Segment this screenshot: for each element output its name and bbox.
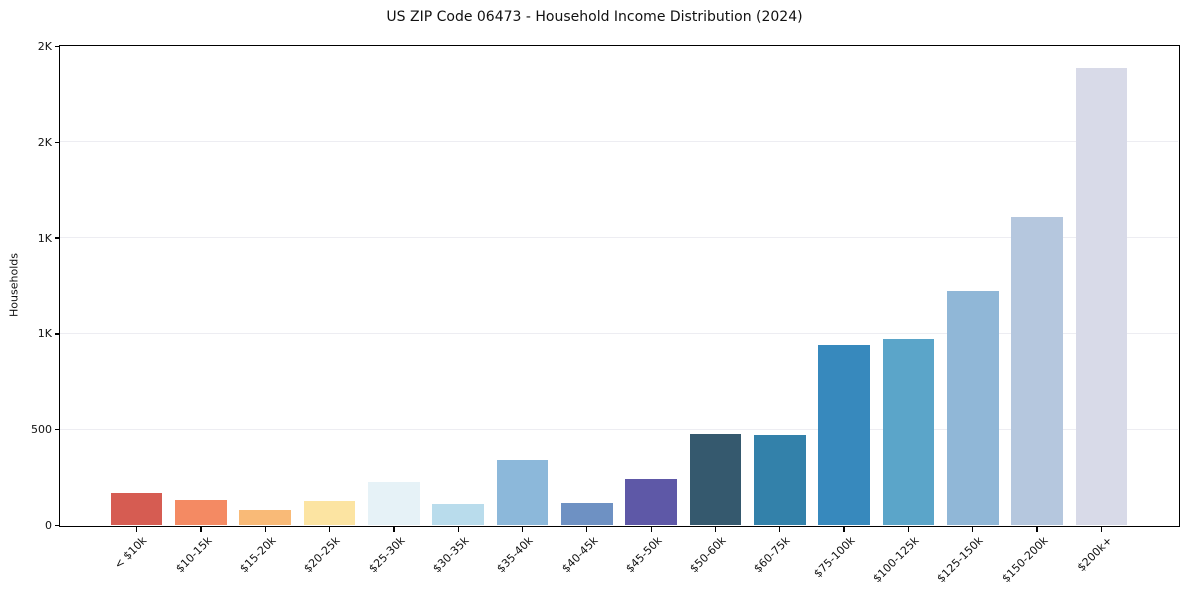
- bar-20-25k: [303, 500, 356, 526]
- plot-area: [58, 45, 1180, 527]
- bar-15-20k: [239, 510, 291, 526]
- y-tick-mark: [54, 45, 59, 48]
- x-tick-label: < $10k: [112, 534, 150, 572]
- x-tick-mark: [200, 527, 202, 532]
- x-tick-label: $40-45k: [558, 534, 601, 576]
- x-tick-mark: [1036, 527, 1038, 532]
- x-tick-mark: [135, 527, 138, 532]
- y-tick-mark: [54, 429, 59, 431]
- y-tick-mark: [54, 237, 59, 239]
- bar-150-200k: [1011, 217, 1063, 526]
- y-tick-label: 0: [45, 519, 52, 532]
- bar-35-40k: [496, 460, 549, 526]
- bar-45-50k: [625, 478, 677, 526]
- bar-50-60k: [689, 434, 742, 526]
- x-tick-mark: [521, 527, 524, 532]
- gridline-y1000: [59, 332, 1178, 334]
- x-tick-mark: [1100, 527, 1103, 532]
- x-tick-label: $50-60k: [687, 534, 729, 576]
- bar-30-35k: [432, 504, 484, 526]
- x-tick-mark: [779, 527, 781, 532]
- bar-200k: [1075, 67, 1128, 526]
- y-tick-label: 1K: [37, 327, 52, 341]
- y-tick-label: 500: [31, 423, 52, 437]
- x-tick-label: $60-75k: [751, 534, 794, 576]
- x-tick-mark: [264, 527, 266, 532]
- y-tick-mark: [54, 141, 59, 143]
- x-tick-label: $20-25k: [301, 534, 343, 576]
- x-tick-label: $150-200k: [999, 534, 1051, 586]
- bar-40-45k: [561, 503, 613, 526]
- bar-75-100k: [818, 345, 870, 526]
- y-axis-label: Households: [7, 253, 21, 317]
- x-tick-mark: [972, 527, 974, 532]
- x-tick-label: $45-50k: [623, 534, 665, 576]
- y-tick-label: 1K: [37, 231, 52, 245]
- y-tick-label: 2K: [37, 40, 52, 53]
- bar-125-150k: [947, 290, 999, 526]
- x-tick-label: $125-150k: [934, 534, 987, 586]
- y-tick-mark: [54, 333, 59, 335]
- x-tick-label: $30-35k: [430, 534, 472, 576]
- x-tick-label: $35-40k: [494, 534, 536, 576]
- gridline-y1500: [59, 237, 1178, 239]
- x-tick-label: $10-15k: [172, 534, 215, 576]
- chart-title: US ZIP Code 06473 - Household Income Dis…: [386, 9, 803, 25]
- x-tick-mark: [586, 527, 588, 532]
- gridline-y500: [59, 428, 1178, 430]
- x-tick-mark: [393, 527, 395, 532]
- y-tick-label: 2K: [37, 135, 52, 149]
- x-tick-mark: [907, 527, 910, 532]
- x-tick-label: $15-20k: [237, 534, 279, 576]
- bar-25-30k: [368, 482, 420, 526]
- bar-60-75k: [754, 435, 806, 526]
- x-tick-mark: [328, 527, 331, 532]
- x-tick-label: $200k+: [1074, 534, 1115, 575]
- gridline-y2000: [59, 141, 1178, 143]
- x-tick-label: $25-30k: [365, 534, 408, 576]
- bar-10-15k: [175, 499, 227, 526]
- bar-100-125k: [882, 338, 935, 526]
- bar-10k: [110, 492, 163, 526]
- x-tick-mark: [457, 527, 459, 532]
- x-tick-mark: [650, 527, 652, 532]
- x-tick-label: $75-100k: [811, 534, 858, 581]
- x-tick-mark: [843, 527, 845, 532]
- x-tick-mark: [714, 527, 717, 532]
- x-tick-label: $100-125k: [870, 534, 922, 586]
- y-tick-mark: [54, 524, 59, 527]
